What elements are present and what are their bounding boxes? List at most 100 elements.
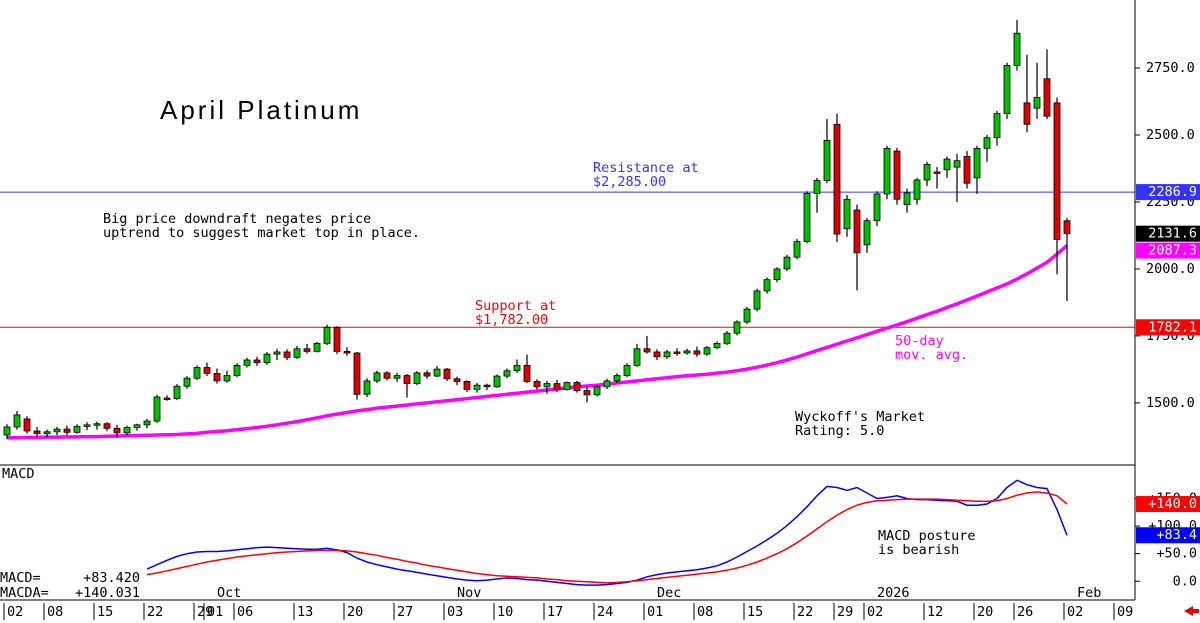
level-note: Support at bbox=[475, 298, 556, 314]
candle-body bbox=[153, 396, 161, 422]
candle-body bbox=[783, 256, 791, 270]
candle-body bbox=[163, 397, 171, 400]
x-tick-label: 01 bbox=[207, 604, 223, 620]
candle-body bbox=[613, 375, 621, 382]
candle-body bbox=[123, 427, 131, 434]
y-tick-label: 1500.0 bbox=[1146, 395, 1195, 411]
candle-body bbox=[533, 381, 541, 388]
candle-body bbox=[993, 113, 1001, 139]
level-note: $2,285.00 bbox=[593, 174, 666, 190]
candle-body bbox=[463, 381, 471, 390]
candle-body bbox=[713, 342, 721, 349]
level-tag: 1782.1 bbox=[1148, 319, 1197, 335]
y-tick-label: 2750.0 bbox=[1146, 60, 1195, 76]
last-price-tag: 2131.6 bbox=[1148, 226, 1197, 242]
annotation: Wyckoff's Market bbox=[795, 409, 925, 425]
y-tick-label: 2500.0 bbox=[1146, 127, 1195, 143]
candle-body bbox=[453, 378, 461, 382]
candle-body bbox=[333, 326, 341, 352]
candle-body bbox=[413, 372, 421, 384]
level-tag: 2286.9 bbox=[1148, 184, 1197, 200]
x-tick-label: 09 bbox=[1117, 604, 1133, 620]
macd-tag: +83.4 bbox=[1156, 527, 1197, 543]
candle-body bbox=[313, 342, 321, 352]
x-tick-label: 27 bbox=[397, 604, 413, 620]
candle-body bbox=[633, 348, 641, 366]
candle-body bbox=[113, 427, 121, 434]
candle-body bbox=[773, 268, 781, 281]
candle-body bbox=[903, 192, 911, 206]
candle-body bbox=[213, 372, 221, 382]
candle-body bbox=[323, 326, 331, 344]
x-tick-label: 15 bbox=[747, 604, 763, 620]
macd-label: MACD bbox=[2, 466, 35, 482]
candle-body bbox=[553, 383, 561, 390]
candle-body bbox=[973, 147, 981, 179]
chart-title: April Platinum bbox=[160, 95, 362, 125]
scroll-arrow[interactable] bbox=[1184, 606, 1199, 616]
x-tick-label: 26 bbox=[1017, 604, 1033, 620]
level-tag-bg bbox=[1136, 319, 1200, 336]
candle-body bbox=[983, 137, 991, 149]
candle-body bbox=[753, 290, 761, 310]
candle-body bbox=[133, 424, 141, 428]
candle-body bbox=[83, 424, 91, 427]
candle-body bbox=[803, 192, 811, 243]
macd-annotation: is bearish bbox=[878, 542, 959, 558]
candle-body bbox=[393, 375, 401, 379]
candle-body bbox=[43, 431, 51, 435]
candle-body bbox=[1063, 220, 1071, 235]
x-tick-label: 02 bbox=[7, 604, 23, 620]
candle-body bbox=[573, 382, 581, 391]
candle-body bbox=[503, 370, 511, 377]
x-tick-label: 02 bbox=[867, 604, 883, 620]
candle-body bbox=[733, 321, 741, 334]
candle-body bbox=[933, 171, 941, 174]
candle-body bbox=[353, 352, 361, 395]
candle-body bbox=[423, 372, 431, 377]
candle-body bbox=[873, 193, 881, 222]
candle-body bbox=[883, 147, 891, 195]
candle-body bbox=[893, 150, 901, 200]
annotation: Rating: 5.0 bbox=[795, 423, 884, 439]
x-tick-label: 17 bbox=[547, 604, 563, 620]
candle-body bbox=[953, 160, 961, 168]
candle-body bbox=[1053, 102, 1061, 240]
candle-body bbox=[583, 390, 591, 396]
macd-y-tick-label: 0.0 bbox=[1173, 573, 1197, 589]
candle-body bbox=[263, 353, 271, 364]
macd-tag-bg bbox=[1136, 496, 1200, 513]
macd-y-tick-label: +50.0 bbox=[1156, 546, 1197, 562]
annotation: uptrend to suggest market top in place. bbox=[103, 225, 420, 241]
x-tick-label: 01 bbox=[647, 604, 663, 620]
candle-body bbox=[923, 164, 931, 181]
ma-tag-bg bbox=[1136, 242, 1200, 259]
candle-body bbox=[473, 384, 481, 390]
candle-body bbox=[443, 368, 451, 380]
ma-tag: 2087.3 bbox=[1148, 243, 1197, 259]
candle-body bbox=[203, 367, 211, 374]
x-tick-label: 15 bbox=[97, 604, 113, 620]
candle-body bbox=[563, 382, 571, 390]
ma-note: mov. avg. bbox=[895, 347, 968, 363]
x-tick-label: 29 bbox=[837, 604, 853, 620]
level-note: $1,782.00 bbox=[475, 312, 548, 328]
candle-body bbox=[823, 139, 831, 181]
candle-body bbox=[793, 241, 801, 258]
candle-body bbox=[623, 364, 631, 376]
candle-body bbox=[33, 430, 41, 435]
month-label: Nov bbox=[457, 585, 481, 601]
candle-body bbox=[303, 348, 311, 352]
x-tick-label: 10 bbox=[497, 604, 513, 620]
last-price-tag-bg bbox=[1136, 225, 1200, 242]
candle-body bbox=[233, 364, 241, 376]
candle-body bbox=[603, 380, 611, 388]
annotation: Big price downdraft negates price bbox=[103, 211, 371, 227]
candle-body bbox=[103, 423, 111, 429]
month-label: 2026 bbox=[877, 585, 910, 601]
macd-readout-value: +83.420 bbox=[83, 570, 140, 586]
candle-body bbox=[593, 386, 601, 396]
candle-body bbox=[843, 198, 851, 230]
y-tick-label: 2000.0 bbox=[1146, 261, 1195, 277]
candle-body bbox=[703, 347, 711, 355]
